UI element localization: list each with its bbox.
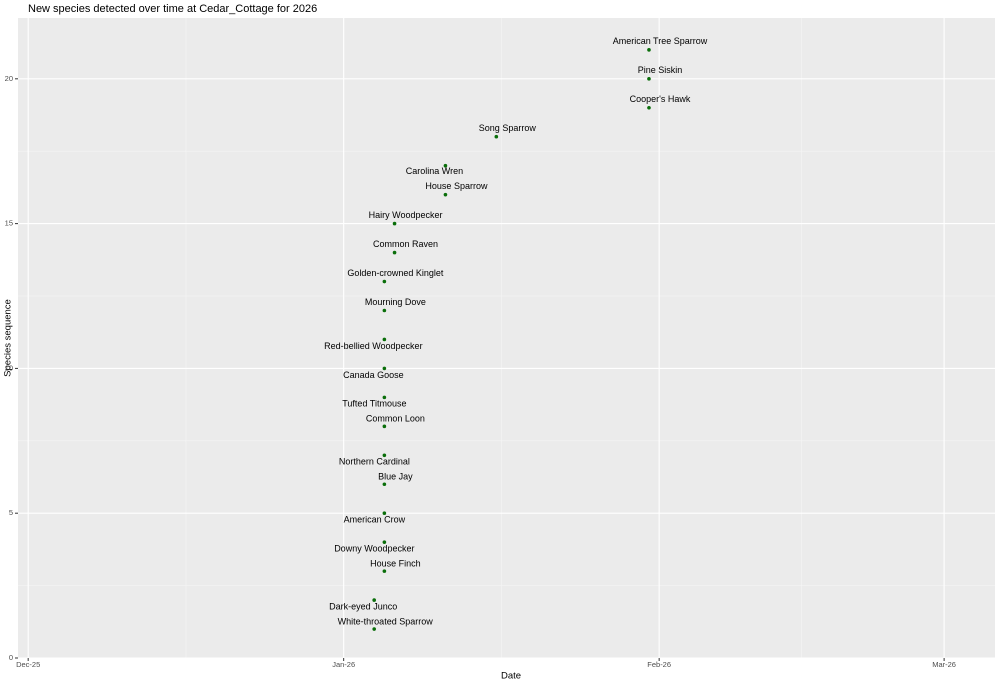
point-label: Canada Goose xyxy=(343,370,404,380)
x-tick-label: Feb-26 xyxy=(647,660,671,669)
point-label: Common Raven xyxy=(373,239,438,249)
point xyxy=(494,134,499,139)
point xyxy=(392,221,397,226)
point-label: Dark-eyed Junco xyxy=(329,601,397,611)
point xyxy=(382,279,387,284)
point xyxy=(382,366,387,371)
x-tick-label: Dec-25 xyxy=(16,660,40,669)
panel xyxy=(18,18,995,658)
point-label: Cooper's Hawk xyxy=(630,94,691,104)
point-label: Downy Woodpecker xyxy=(334,544,414,554)
point-label: American Crow xyxy=(344,515,406,525)
point xyxy=(647,48,651,52)
point xyxy=(382,337,387,342)
y-tick-label: 5 xyxy=(9,508,13,517)
x-tick-label: Jan-26 xyxy=(332,660,355,669)
point-label: White-throated Sparrow xyxy=(338,616,434,626)
chart-title: New species detected over time at Cedar_… xyxy=(28,3,317,15)
point xyxy=(382,424,387,429)
y-tick-label: 20 xyxy=(5,74,13,83)
point-label: Tufted Titmouse xyxy=(342,399,406,409)
point-label: Red-bellied Woodpecker xyxy=(324,341,422,351)
point xyxy=(372,598,376,602)
point xyxy=(382,395,387,400)
point-label: Hairy Woodpecker xyxy=(369,210,443,220)
point-label: American Tree Sparrow xyxy=(613,36,708,46)
point xyxy=(382,569,387,573)
point-label: Blue Jay xyxy=(378,472,413,482)
point-label: Common Loon xyxy=(366,414,425,424)
point xyxy=(443,192,448,197)
y-tick-label: 10 xyxy=(5,363,13,372)
x-tick-label: Mar-26 xyxy=(932,660,956,669)
point-label: Carolina Wren xyxy=(406,166,463,176)
point xyxy=(382,540,387,544)
point xyxy=(647,105,651,110)
point xyxy=(382,308,387,313)
point-label: House Finch xyxy=(370,558,421,568)
y-tick-label: 0 xyxy=(9,653,13,662)
point-label: Mourning Dove xyxy=(365,297,426,307)
point-label: Northern Cardinal xyxy=(339,457,410,467)
point xyxy=(382,511,387,516)
point-label: Golden-crowned Kinglet xyxy=(347,268,444,278)
point xyxy=(382,453,387,458)
point xyxy=(647,77,651,81)
point-label: Pine Siskin xyxy=(638,65,683,75)
point-label: House Sparrow xyxy=(425,181,488,191)
point xyxy=(443,163,448,168)
y-tick-label: 15 xyxy=(5,219,13,228)
x-axis-title: Date xyxy=(501,671,521,682)
y-axis-title: Species sequence xyxy=(3,299,14,377)
point xyxy=(392,250,397,255)
point xyxy=(372,627,376,631)
point-label: Song Sparrow xyxy=(479,123,537,133)
point xyxy=(382,482,387,487)
